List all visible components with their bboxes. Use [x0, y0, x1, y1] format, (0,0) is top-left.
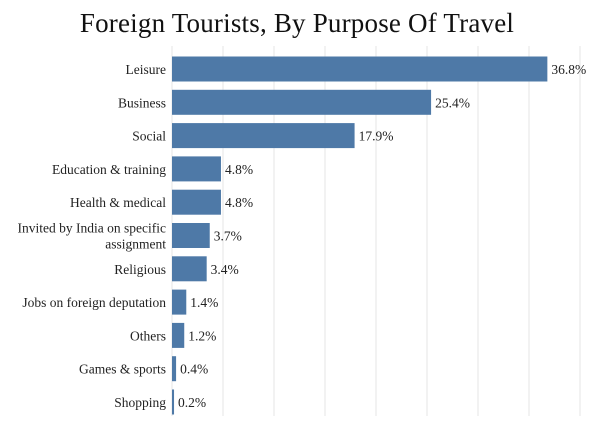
value-label: 0.4%	[180, 362, 208, 377]
value-label: 3.4%	[211, 262, 239, 277]
bar	[172, 356, 177, 382]
category-label: Health & medical	[70, 195, 166, 210]
category-label: Jobs on foreign deputation	[22, 295, 166, 310]
bar	[172, 322, 185, 348]
chart-title: Foreign Tourists, By Purpose Of Travel	[79, 8, 515, 38]
value-label: 0.2%	[178, 395, 206, 410]
bar	[172, 189, 221, 215]
category-label: Business	[118, 95, 166, 110]
category-label: Games & sports	[79, 362, 166, 377]
value-label: 1.2%	[188, 328, 216, 343]
bar	[172, 223, 210, 248]
category-label: Education & training	[52, 162, 166, 177]
value-label: 36.8%	[551, 62, 586, 77]
bar	[172, 56, 548, 82]
category-labels: Leisure Business Social Education & trainin…	[18, 62, 167, 410]
bar	[172, 123, 355, 149]
category-label: assignment	[105, 237, 166, 252]
category-label: Leisure	[126, 62, 166, 77]
value-label: 4.8%	[225, 195, 253, 210]
value-labels: 36.8% 25.4% 17.9% 4.8% 4.8% 3.7% 3.4% 1.4% 1.2% 0…	[178, 62, 586, 410]
bars	[172, 56, 548, 415]
category-label: Invited by India on specific	[18, 221, 166, 236]
value-label: 3.7%	[214, 229, 242, 244]
bar	[172, 156, 221, 182]
value-label: 25.4%	[435, 95, 470, 110]
value-label: 4.8%	[225, 162, 253, 177]
bar	[172, 289, 187, 315]
value-label: 17.9%	[359, 129, 394, 144]
bar	[172, 256, 207, 282]
bar	[172, 389, 175, 415]
category-label: Others	[130, 328, 166, 343]
category-label: Shopping	[114, 395, 166, 410]
bar	[172, 89, 432, 115]
value-label: 1.4%	[190, 295, 218, 310]
category-label: Social	[132, 129, 166, 144]
category-label: Religious	[114, 262, 166, 277]
